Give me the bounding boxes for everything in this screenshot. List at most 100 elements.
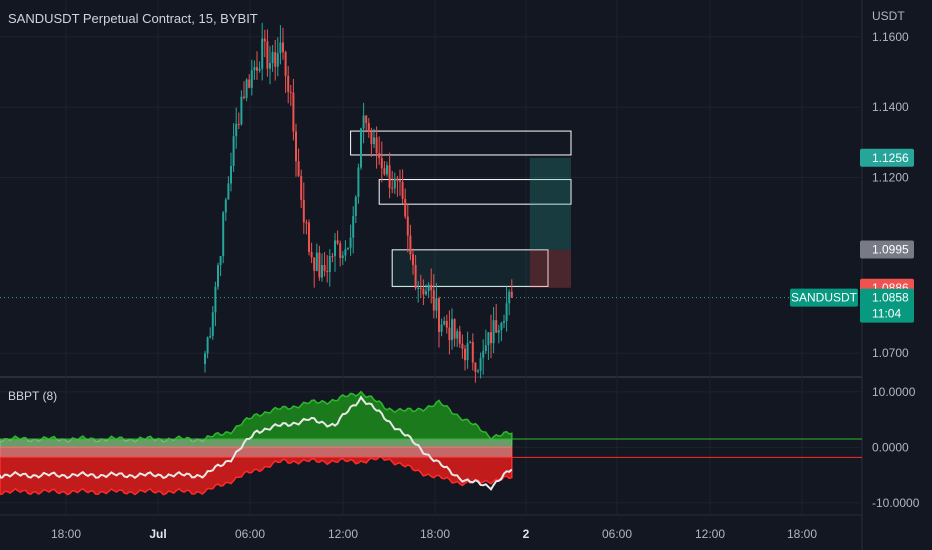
candle-body [211,312,214,336]
candle-body [471,342,474,363]
power-line [0,395,513,491]
candle-body [404,198,407,217]
candle-body [477,370,479,372]
candle-body [256,67,258,71]
candle-body [310,251,313,258]
candle-body [451,319,453,341]
candle-body [401,181,404,199]
candle-body [425,291,427,295]
x-tick-label: 06:00 [235,527,265,541]
candles [204,22,513,383]
candle-body [419,287,422,289]
candle-body [380,158,383,169]
candle-body [292,92,295,132]
axes: 18:00 Jul 06:00 12:00 18:00 2 06:00 12:00 18:00 1… [51,30,920,541]
candle-body [417,287,420,289]
price-label-box [860,240,914,259]
candle-body [435,298,438,311]
candle-body [484,345,487,352]
candle-body [313,257,316,271]
order-block-zone [391,249,549,287]
candle-body [243,96,245,98]
candle-body [274,52,277,67]
position-stop-area [529,249,571,288]
candle-body [427,284,430,292]
candle-body [258,68,261,71]
candle-body [414,264,417,289]
price-label-box [860,148,914,167]
candle-body [432,290,435,311]
candle-body [445,320,448,328]
candle-body [318,252,321,278]
candle-body [331,256,334,258]
candle-body [373,137,375,145]
symbol-label: SANDUSDT [791,291,858,305]
candle-body [276,53,279,67]
candle-body [230,165,232,184]
candle-body [289,91,292,93]
candle-body [438,298,440,332]
bear-power-area [0,446,513,496]
chart-title: SANDUSDT Perpetual Contract, 15, BYBIT [8,11,258,26]
candle-body [204,353,206,364]
grid [0,0,863,550]
candle-body [302,199,305,223]
candle-body [266,41,269,69]
candle-body [461,343,464,349]
candle-body [503,321,505,323]
candle-body [349,237,352,248]
x-tick-label: 06:00 [602,527,632,541]
bull-power-area [0,390,513,449]
y-tick-label: 1.1200 [872,170,909,184]
candle-body [297,161,300,177]
candle-body [227,183,230,200]
candle-body [474,362,477,372]
candle-body [219,256,222,266]
candle-body [391,187,394,189]
candle-body [406,216,409,236]
x-tick-label: 18:00 [787,527,817,541]
x-tick-label: 12:00 [328,527,358,541]
candle-body [214,286,217,313]
candle-body [464,348,466,361]
candle-body [490,332,492,344]
candle-body [235,123,238,137]
price-label-value: 1.1256 [872,151,909,165]
candle-body [386,165,388,175]
candle-body [393,178,396,189]
y-tick-label: 1.0700 [872,346,909,360]
candle-body [430,284,433,291]
candle-body [341,255,344,258]
x-tick-label: 18:00 [51,527,81,541]
candle-body [469,342,472,344]
candle-body [440,324,443,332]
candle-body [500,322,503,331]
candle-body [344,249,347,256]
candle-body [362,115,365,129]
candle-body [248,79,251,88]
candle-body [347,247,349,250]
candle-body [357,167,360,197]
currency-label: USDT [872,9,905,23]
candle-body [412,254,414,265]
candle-body [456,331,459,339]
candle-body [269,63,271,69]
candle-body [305,222,308,224]
candle-body [505,303,508,322]
candle-body [497,330,500,333]
indicator-tick-label: 0.0000 [872,440,909,454]
indicator-title[interactable]: BBPT (8) [8,389,58,403]
candle-body [295,131,297,162]
candle-body [328,256,331,273]
candle-body [237,123,240,125]
candle-body [370,131,373,145]
candle-body [224,199,227,213]
candle-body [510,291,513,298]
x-tick-label: 18:00 [420,527,450,541]
candle-body [315,252,318,271]
candle-body [287,75,290,92]
candle-body [245,79,248,98]
candle-body [279,42,282,54]
